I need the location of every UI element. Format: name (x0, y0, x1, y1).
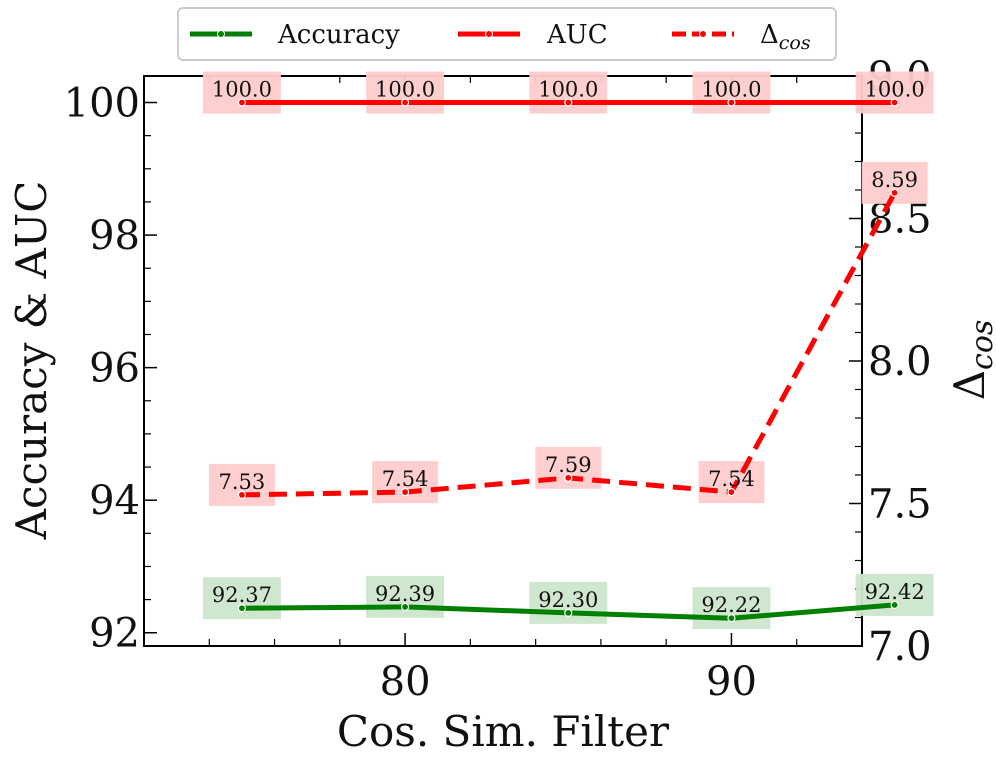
data-label-boxes (202, 71, 934, 630)
legend-item-delta-cos: Δcos (672, 20, 811, 54)
plot-frame (143, 75, 863, 647)
x-tick-label: 80 (380, 659, 431, 705)
accuracy-data-label: 92.30 (538, 588, 598, 612)
x-axis-title: Cos. Sim. Filter (337, 707, 670, 756)
auc-data-label: 100.0 (375, 78, 435, 102)
legend-item-auc: AUC (458, 20, 608, 50)
auc-data-label: 100.0 (701, 78, 761, 102)
legend-delta-marker (699, 30, 707, 38)
accuracy-marker (400, 602, 410, 611)
legend: Accuracy AUC Δcos (177, 7, 837, 61)
series-markers (237, 98, 899, 623)
delta-cos-marker (400, 488, 410, 497)
accuracy-marker (564, 608, 573, 617)
delta-cos-data-label: 7.59 (545, 453, 592, 477)
delta-cos-data-label: 7.54 (382, 467, 429, 491)
accuracy-data-label: 92.22 (701, 593, 761, 617)
auc-marker (564, 98, 573, 107)
legend-accuracy-marker (217, 30, 225, 38)
accuracy-data-label: 92.42 (865, 580, 925, 604)
data-labels: 92.37 92.39 92.30 92.22 92.42 100.0 100.0 100.0… (212, 78, 925, 618)
legend-accuracy-label: Accuracy (277, 20, 400, 50)
y-tick-label-right: 8.0 (868, 339, 932, 385)
legend-item-accuracy: Accuracy (190, 20, 400, 50)
legend-delta-label: Δcos (760, 20, 811, 54)
auc-data-label: 100.0 (538, 78, 598, 102)
y-axis-title-left: Accuracy & AUC (7, 181, 56, 541)
accuracy-data-label: 92.39 (375, 582, 435, 606)
delta-cos-marker (564, 473, 573, 482)
legend-auc-marker (485, 30, 493, 38)
legend-delta-sub: cos (779, 32, 811, 54)
delta-cos-data-label: 7.54 (708, 467, 755, 491)
delta-cos-marker (727, 488, 736, 497)
accuracy-marker (890, 600, 899, 610)
legend-delta-main: Δ (760, 20, 779, 50)
y-tick-label-right: 7.5 (868, 482, 932, 528)
x-tick-label: 90 (706, 659, 757, 705)
auc-marker (890, 98, 899, 107)
auc-data-label: 100.0 (865, 78, 925, 102)
delta-cos-marker (237, 490, 247, 500)
y-tick-label-left: 96 (89, 346, 140, 392)
accuracy-marker (237, 604, 247, 613)
auc-marker (237, 98, 247, 107)
delta-cos-data-label: 8.59 (871, 168, 918, 192)
auc-marker (727, 98, 736, 107)
y-axis-title-right: Δcos (945, 320, 996, 401)
auc-marker (400, 98, 410, 107)
delta-cos-data-label: 7.53 (219, 470, 266, 494)
y-axis-title-right-sub: cos (965, 320, 996, 370)
series-lines (241, 100, 897, 621)
y-tick-label-left: 94 (89, 478, 140, 524)
y-axis-title-right-main: Δ (945, 370, 994, 400)
delta-cos-marker (890, 188, 899, 197)
y-tick-label-right: 7.0 (868, 624, 932, 670)
legend-auc-label: AUC (546, 20, 608, 50)
y-tick-label-left: 100 (64, 81, 140, 127)
accuracy-marker (727, 614, 736, 623)
auc-data-label: 100.0 (212, 78, 272, 102)
accuracy-data-label: 92.37 (212, 583, 272, 607)
y-tick-label-left: 98 (89, 213, 140, 259)
y-tick-label-left: 92 (89, 611, 140, 657)
